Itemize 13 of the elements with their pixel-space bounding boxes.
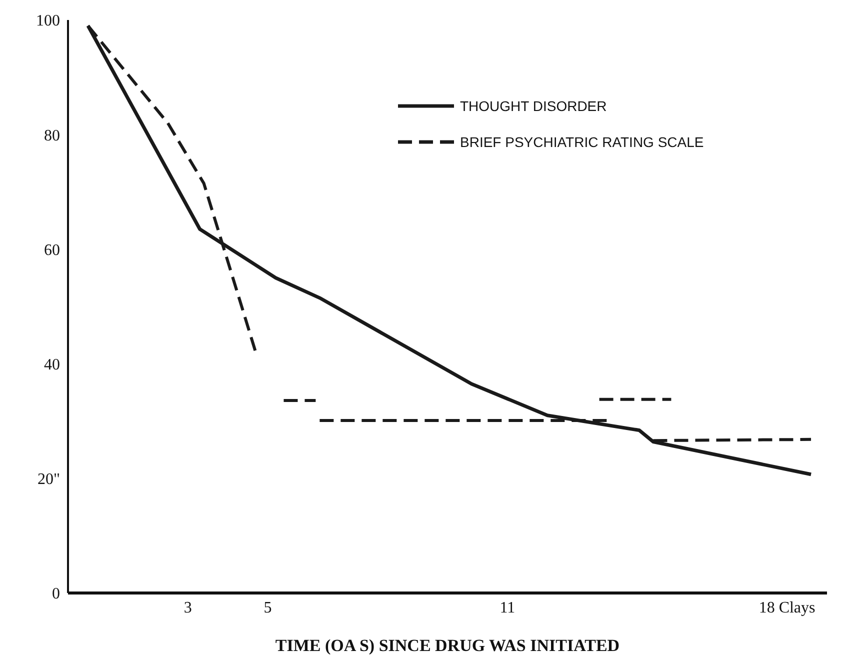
x-tick-label: 11: [500, 599, 516, 616]
x-tick-label: 3: [184, 599, 192, 616]
y-tick-label: 60: [44, 242, 60, 259]
y-tick-label: 40: [44, 356, 60, 374]
x-axis-title: TIME (OA S) SINCE DRUG WAS INITIATED: [275, 636, 620, 655]
y-tick-label: 0: [52, 586, 60, 603]
legend-label: THOUGHT DISORDER: [460, 98, 607, 114]
x-tick-label: 5: [264, 599, 272, 616]
y-tick-label: 100: [36, 12, 60, 30]
y-tick-label: 20": [37, 471, 60, 488]
x-tick-label: 18 Clays: [758, 599, 816, 616]
y-tick-label: 80: [44, 127, 60, 144]
legend-label: BRIEF PSYCHIATRIC RATING SCALE: [460, 134, 704, 150]
